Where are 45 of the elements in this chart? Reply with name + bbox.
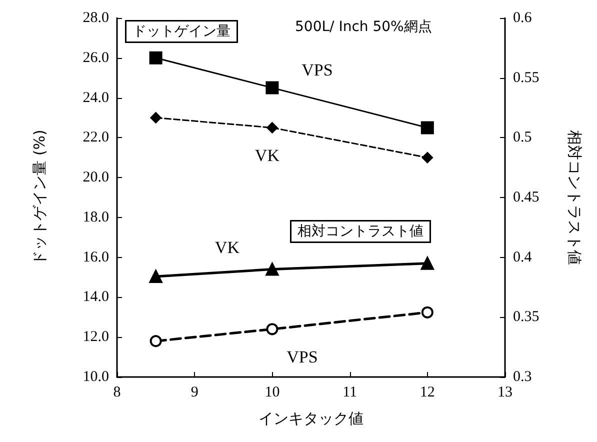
annotation: 500L/ Inch 50%網点	[295, 19, 432, 35]
point	[266, 81, 279, 94]
x-axis-title: インキタック値	[258, 410, 364, 428]
annotation: ドットゲイン量	[132, 24, 230, 40]
y-tick-label: 16.0	[82, 249, 109, 266]
y-tick-label: 12.0	[82, 329, 109, 346]
y-tick-label: 18.0	[82, 209, 109, 226]
x-tick-label: 13	[498, 384, 512, 400]
y2-tick-label: 0.3	[513, 369, 532, 385]
annotation: 相対コントラスト値	[298, 224, 424, 240]
point	[266, 323, 278, 336]
point	[421, 306, 434, 318]
y-tick-label: 28.0	[82, 10, 109, 26]
point	[266, 122, 278, 134]
y-tick-label: 22.0	[82, 130, 109, 146]
y2-tick-label: 0.55	[513, 70, 540, 86]
series-label: VPS	[286, 348, 318, 367]
point	[422, 152, 433, 164]
x-tick-label: 12	[420, 384, 435, 400]
y2-tick-label: 0.5	[513, 130, 532, 146]
point	[149, 270, 162, 283]
y2-tick-label: 0.45	[513, 190, 540, 206]
y-tick-label: 20.0	[82, 170, 109, 186]
y-tick-label: 14.0	[82, 289, 109, 306]
series-label: VK	[214, 238, 240, 257]
y2-tick-label: 0.6	[513, 10, 532, 26]
y-axis-title: ドットゲイン量 (%)	[30, 130, 48, 266]
y2-tick-label: 0.4	[513, 249, 532, 266]
y-tick-label: 24.0	[82, 90, 109, 106]
x-tick-label: 8	[113, 384, 121, 400]
point	[420, 256, 434, 270]
point	[150, 112, 162, 124]
y-tick-label: 26.0	[82, 50, 109, 66]
y-tick-label: 10.0	[82, 369, 109, 385]
x-tick-label: 10	[264, 384, 280, 400]
x-tick-label: 9	[190, 384, 198, 400]
point	[420, 121, 434, 134]
y2-axis-title: 相対コントラスト値	[566, 130, 584, 265]
point	[149, 51, 162, 64]
point	[150, 335, 162, 348]
point	[266, 262, 279, 276]
x-tick-label: 11	[342, 384, 358, 400]
series-label: VK	[254, 146, 280, 166]
y2-tick-label: 0.35	[513, 309, 540, 326]
series-label: VPS	[302, 60, 333, 80]
